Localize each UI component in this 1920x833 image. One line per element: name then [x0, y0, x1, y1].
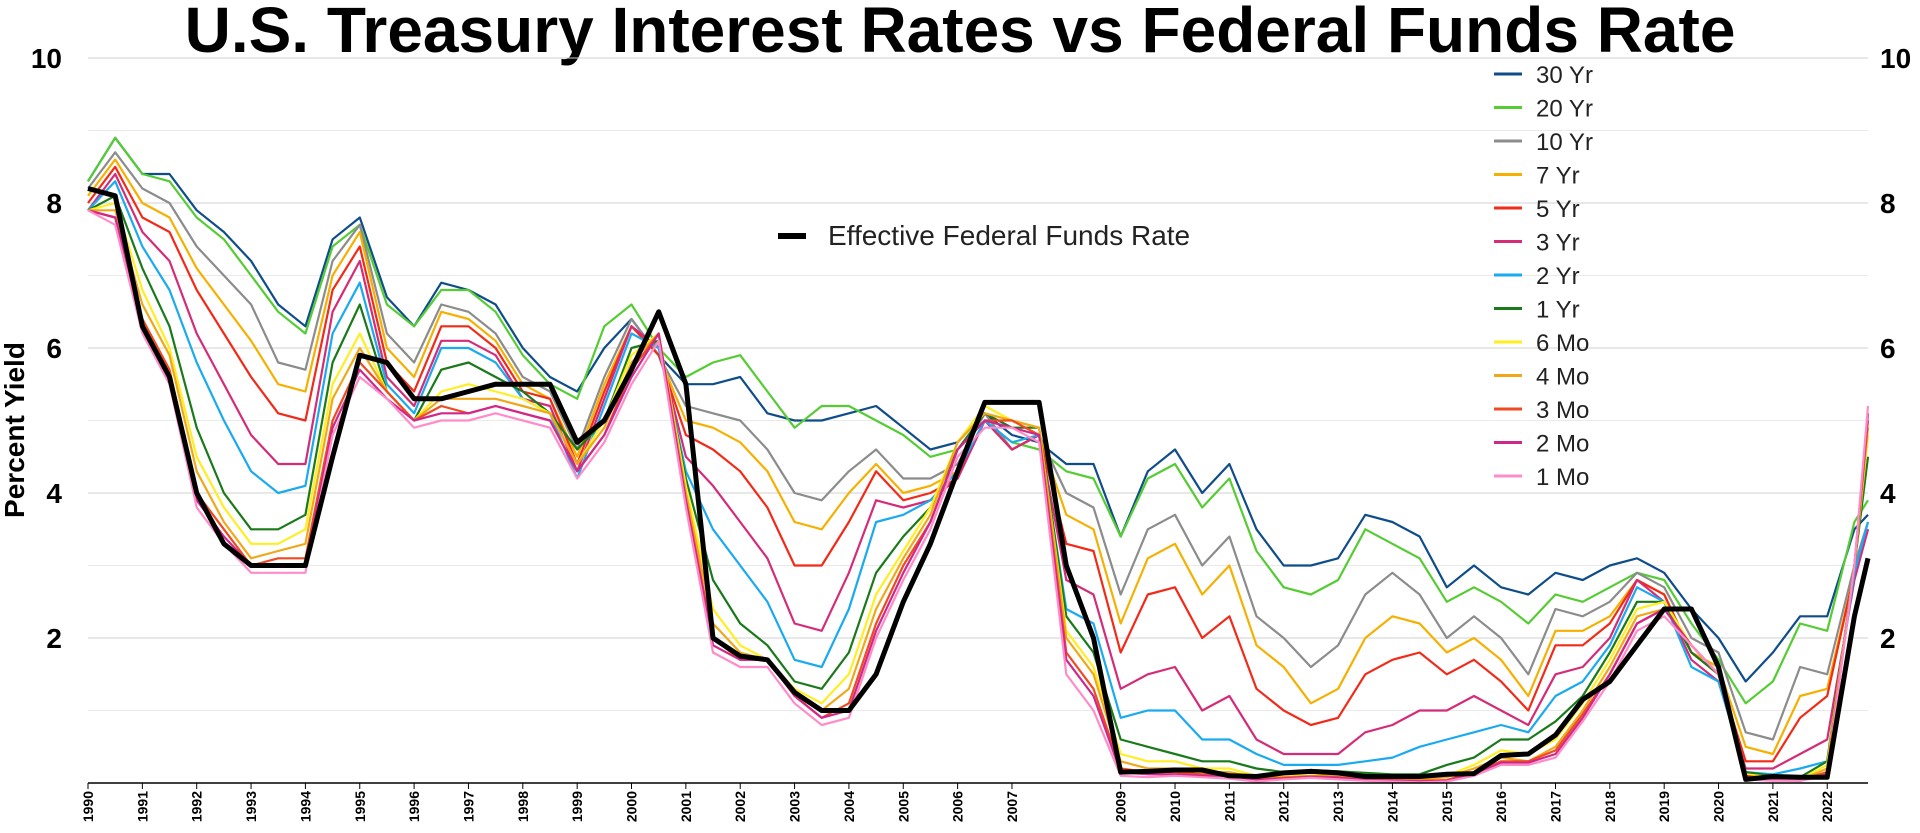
x-tick-label: 2001: [678, 791, 694, 822]
x-tick-label: 2014: [1384, 791, 1400, 822]
x-tick-label: 2021: [1765, 791, 1781, 822]
legend-label: 10 Yr: [1536, 129, 1593, 156]
legend-label: 5 Yr: [1536, 196, 1580, 223]
x-axis-ticks: 1990 1991 1992 1993 1994 1995 1996 1997 1998 1999…: [80, 783, 1835, 822]
x-tick-label: 1990: [80, 791, 96, 822]
y-axis-right-ticks: 2 4 6 8 10: [1880, 43, 1911, 654]
y-tick-left: 10: [31, 43, 62, 74]
legend: 30 Yr 20 Yr 10 Yr 7 Yr 5 Yr 3 Yr 2 Yr 1 Yr 6 Mo 4…: [1494, 62, 1593, 491]
legend-label: 7 Yr: [1536, 163, 1580, 190]
legend-label: 1 Yr: [1536, 297, 1580, 324]
series-line-effective-federal-funds-rate: [87, 186, 1871, 782]
y-tick-right: 2: [1880, 623, 1896, 654]
x-tick-label: 2003: [787, 791, 803, 822]
x-tick-label: 2006: [950, 791, 966, 822]
x-tick-label: 2018: [1602, 791, 1618, 822]
x-tick-label: 1997: [460, 791, 476, 822]
series-lines: [87, 136, 1871, 784]
x-tick-label: 1994: [297, 791, 313, 822]
x-tick-label: 2007: [1004, 791, 1020, 822]
legend-label: 1 Mo: [1536, 464, 1589, 491]
y-axis-left-ticks: 2 4 6 8 10: [31, 43, 63, 654]
x-tick-label: 1993: [243, 791, 259, 822]
x-tick-label: 2013: [1330, 791, 1346, 822]
y-axis-label: Percent Yield: [0, 342, 30, 518]
legend-label: 20 Yr: [1536, 96, 1593, 123]
x-tick-label: 2009: [1113, 791, 1129, 822]
x-tick-label: 2017: [1547, 791, 1563, 822]
y-tick-right: 6: [1880, 333, 1896, 364]
y-tick-left: 4: [46, 478, 62, 509]
y-tick-right: 4: [1880, 478, 1896, 509]
gridlines: [88, 57, 1868, 711]
legend-label: 4 Mo: [1536, 364, 1589, 391]
x-tick-label: 2011: [1221, 791, 1237, 822]
x-tick-label: 2012: [1276, 791, 1292, 822]
y-tick-right: 8: [1880, 188, 1896, 219]
x-tick-label: 2019: [1656, 791, 1672, 822]
x-tick-label: 2000: [624, 791, 640, 822]
x-tick-label: 1999: [569, 791, 585, 822]
legend-label: 6 Mo: [1536, 330, 1589, 357]
legend-label: 3 Mo: [1536, 397, 1589, 424]
x-tick-label: 2022: [1819, 791, 1835, 822]
x-tick-label: 1992: [189, 791, 205, 822]
x-tick-label: 2016: [1493, 791, 1509, 822]
legend-label: 2 Yr: [1536, 263, 1580, 290]
x-tick-label: 2004: [841, 791, 857, 822]
y-tick-left: 2: [46, 623, 62, 654]
legend-label: 30 Yr: [1536, 62, 1593, 89]
x-tick-label: 2002: [732, 791, 748, 822]
x-tick-label: 2005: [895, 791, 911, 822]
legend-fed-funds: Effective Federal Funds Rate: [778, 220, 1190, 251]
y-tick-right: 10: [1880, 43, 1911, 74]
legend-label: 2 Mo: [1536, 431, 1589, 458]
x-tick-label: 2020: [1711, 791, 1727, 822]
x-tick-label: 1995: [352, 791, 368, 822]
y-tick-left: 6: [46, 333, 62, 364]
chart-title: U.S. Treasury Interest Rates vs Federal …: [185, 0, 1736, 66]
legend-label: 3 Yr: [1536, 230, 1580, 257]
x-tick-label: 1996: [406, 791, 422, 822]
series-line-1-mo: [87, 209, 1870, 784]
x-tick-label: 1991: [134, 791, 150, 822]
x-tick-label: 2010: [1167, 791, 1183, 822]
legend-label-fed-funds: Effective Federal Funds Rate: [828, 220, 1190, 251]
x-tick-label: 2015: [1439, 791, 1455, 822]
x-tick-label: 1998: [515, 791, 531, 822]
y-tick-left: 8: [46, 188, 62, 219]
